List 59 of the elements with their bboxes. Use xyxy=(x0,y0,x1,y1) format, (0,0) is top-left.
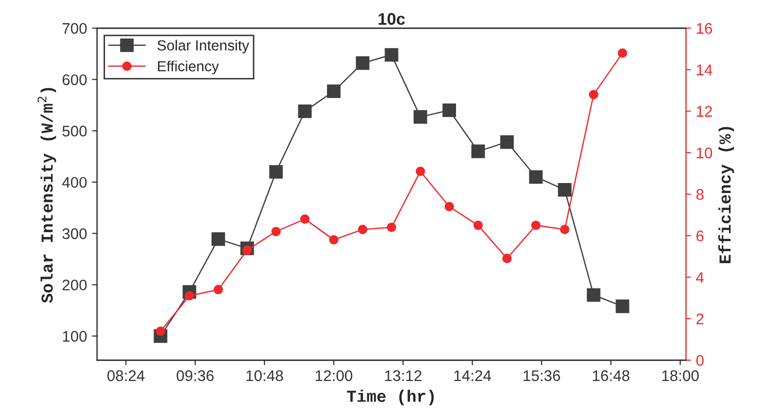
point xyxy=(529,170,543,184)
point xyxy=(502,254,512,264)
point xyxy=(616,300,630,314)
point xyxy=(326,84,341,98)
point xyxy=(586,288,600,302)
y-axis-title: Solar Intensity (W/m$^{2}$) xyxy=(38,88,56,303)
point xyxy=(214,284,223,294)
y-tick-label: 500 xyxy=(62,126,87,136)
point xyxy=(416,166,426,176)
point xyxy=(560,224,570,234)
x-tick-label: 13:12 xyxy=(385,370,422,382)
y2-tick-label: 2 xyxy=(696,314,704,324)
x-tick-label: 08:24 xyxy=(107,370,145,382)
x-tick-label: 14:24 xyxy=(454,370,492,381)
y2-tick-label: 16 xyxy=(696,23,712,34)
y-tick-label: 400 xyxy=(62,176,87,188)
point xyxy=(269,165,283,179)
y2-tick-label: 0 xyxy=(696,355,704,366)
point xyxy=(500,135,514,149)
y-tick-label: 300 xyxy=(62,228,87,240)
x-tick-label: 18:00 xyxy=(662,370,699,382)
chart-title: 10c xyxy=(378,13,405,25)
x-axis-title: Time (hr) xyxy=(346,390,434,406)
y2-tick-label: 6 xyxy=(696,230,704,242)
point xyxy=(298,104,312,118)
x-tick-label: 12:00 xyxy=(316,370,352,382)
point xyxy=(442,103,456,118)
y2-tick-label: 10 xyxy=(696,148,712,158)
y2-axis-title: Efficiency (%) xyxy=(718,126,734,264)
y2-tick-label: 4 xyxy=(696,272,704,283)
y2-tick-label: 12 xyxy=(696,106,712,117)
x-tick-label: 10:48 xyxy=(246,370,283,382)
legend-label: Solar Intensity xyxy=(157,40,250,54)
point xyxy=(271,226,281,236)
x-tick-label: 15:36 xyxy=(524,370,560,382)
y-tick-label: 200 xyxy=(62,280,87,290)
point xyxy=(300,214,310,224)
point xyxy=(329,235,338,245)
y-tick-label: 700 xyxy=(62,23,87,34)
x-tick-label: 16:48 xyxy=(592,370,630,382)
point xyxy=(444,202,454,212)
x-tick-label: 09:36 xyxy=(176,370,214,382)
point xyxy=(531,220,541,230)
point xyxy=(471,144,485,158)
point xyxy=(358,224,368,234)
y-tick-label: 600 xyxy=(62,74,87,86)
point xyxy=(212,232,226,246)
legend-label: Efficiency xyxy=(158,60,219,74)
y-tick-label: 100 xyxy=(62,330,87,342)
y2-tick-label: 14 xyxy=(696,64,712,76)
point xyxy=(558,183,572,197)
point xyxy=(618,48,628,58)
point xyxy=(588,90,598,100)
point xyxy=(473,220,483,230)
point xyxy=(356,56,370,70)
point xyxy=(384,48,398,62)
point xyxy=(414,110,428,124)
point xyxy=(386,222,396,232)
y2-tick-label: 8 xyxy=(696,189,704,200)
